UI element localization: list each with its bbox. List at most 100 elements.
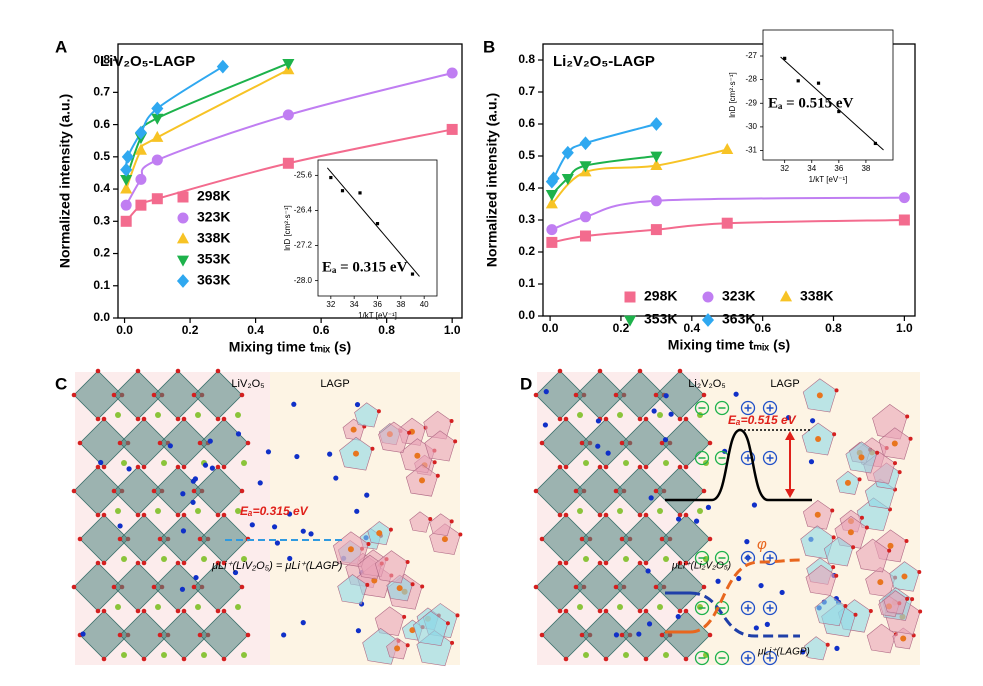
oxygen [95, 608, 101, 614]
oxygen [95, 512, 101, 518]
y-tick-label: 0.3 [518, 212, 535, 226]
octahedron [193, 466, 243, 516]
oxygen [197, 536, 203, 542]
cation [347, 546, 354, 553]
polyhedron [337, 574, 368, 605]
chart-title: LiV₂O₅-LAGP [100, 53, 195, 70]
cation [815, 436, 822, 443]
y-tick-label: 0.4 [93, 181, 110, 195]
oxygen [95, 416, 101, 422]
vanadium [201, 652, 207, 658]
oxygen [563, 416, 569, 422]
oxygen [533, 584, 539, 590]
marker [151, 101, 164, 116]
x-tick-label: 1.0 [444, 323, 461, 337]
lithium [542, 422, 549, 428]
marker [135, 199, 147, 211]
plot-frame [542, 43, 916, 317]
lithium [294, 453, 300, 460]
fit-line [326, 167, 420, 277]
oxygen [918, 609, 923, 614]
oxygen [603, 560, 609, 566]
oxygen [910, 597, 915, 602]
oxygen [619, 632, 625, 638]
oxygen [95, 464, 101, 470]
lithium [744, 539, 750, 545]
vanadium [617, 412, 623, 418]
oxygen [677, 560, 683, 566]
vanadium [663, 652, 669, 658]
lithium [764, 621, 770, 627]
overlay: C LiV₂O₅ LAGP Eₐ=0.315 eV μLi⁺(LiV₂O₅) =… [55, 374, 812, 658]
vanadium [241, 652, 247, 658]
cation [847, 529, 854, 536]
octahedron [159, 418, 209, 468]
marker [151, 193, 163, 205]
x-tick-label: 38 [861, 164, 870, 173]
oxygen [77, 536, 83, 542]
charge [694, 600, 710, 616]
oxygen [637, 464, 643, 470]
octahedron [661, 418, 711, 468]
oxygen [101, 464, 107, 470]
vanadium [241, 460, 247, 466]
oxygen [117, 440, 123, 446]
vanadium [657, 508, 663, 514]
cation [394, 645, 401, 652]
vanadium [583, 460, 589, 466]
lithium [364, 492, 370, 498]
octahedron [621, 418, 671, 468]
oxygen [830, 508, 835, 513]
octahedron [615, 562, 665, 612]
diagram-c [71, 368, 463, 667]
marker [134, 143, 147, 155]
x-tick-label: 32 [780, 164, 789, 173]
cation [350, 426, 357, 433]
octahedron [575, 466, 625, 516]
oxygen [428, 516, 433, 521]
label-electrolyte: LAGP [770, 378, 799, 390]
marker [650, 224, 662, 236]
oxygen [904, 539, 909, 544]
oxygen [141, 416, 147, 422]
oxygen [637, 512, 643, 518]
legend-marker [176, 232, 190, 244]
legend-label: 323K [197, 209, 230, 225]
charge [740, 650, 756, 666]
lithium [651, 408, 657, 414]
marker [545, 197, 558, 209]
legend-label: 323K [722, 288, 755, 304]
legend-label: 338K [800, 288, 833, 304]
oxygen [683, 416, 689, 422]
vanadium [663, 556, 669, 562]
lithium [271, 524, 278, 530]
y-tick-label: 0.4 [518, 180, 535, 194]
vanadium [155, 412, 161, 418]
plot-frame [117, 43, 463, 319]
oxygen [239, 488, 245, 494]
oxygen [141, 512, 147, 518]
oxygen [643, 656, 649, 662]
octahedron [119, 418, 169, 468]
oxygen [892, 461, 897, 466]
oxygen [95, 560, 101, 566]
octahedron [581, 514, 631, 564]
lithium [751, 502, 758, 508]
oxygen [402, 614, 407, 619]
polyhedron [354, 402, 380, 428]
y-tick-label: -26.4 [294, 206, 313, 215]
oxygen [135, 464, 141, 470]
marker [121, 149, 134, 164]
lithium [257, 480, 263, 486]
oxygen [151, 584, 157, 590]
oxygen [141, 464, 147, 470]
octahedron [655, 466, 705, 516]
oxygen [221, 560, 227, 566]
lithium [753, 625, 759, 631]
lithium [800, 649, 806, 655]
octahedron [581, 610, 631, 660]
oxygen [619, 536, 625, 542]
lithium [249, 522, 255, 528]
fit-curve [551, 196, 905, 231]
lithium [274, 540, 281, 546]
